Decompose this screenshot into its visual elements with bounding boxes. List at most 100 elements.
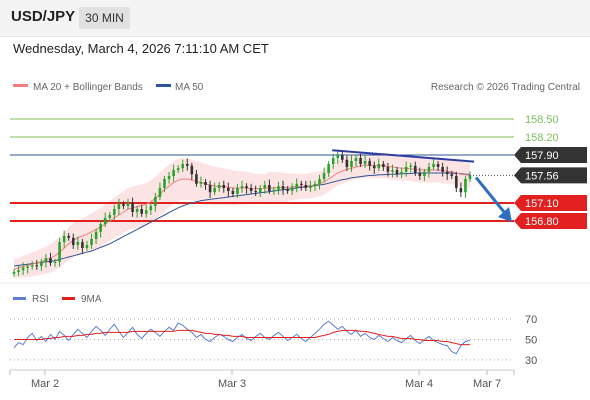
candle-body (327, 164, 330, 173)
candle-body (258, 188, 262, 193)
candle-body (126, 203, 130, 206)
candle-body (281, 186, 285, 190)
candle-body (181, 164, 185, 169)
candle-body (44, 258, 48, 262)
candle-body (386, 167, 390, 172)
candle-body (81, 242, 84, 248)
trendline (332, 149, 475, 163)
candle-body (409, 165, 413, 167)
candle-body (176, 168, 180, 170)
candle-body (459, 188, 463, 193)
candle-body (286, 189, 289, 191)
candle-body (199, 182, 203, 184)
candle-body (94, 231, 98, 239)
ma20-legend-swatch (13, 84, 28, 87)
candle-body (30, 265, 34, 267)
candle-body (231, 191, 235, 194)
candle-body (222, 185, 226, 188)
candle-body (441, 167, 444, 172)
candle-body (172, 170, 175, 176)
candle-body (135, 209, 139, 212)
candle-body (382, 164, 385, 167)
candle-body (117, 204, 121, 209)
candle-body (108, 215, 112, 218)
x-tick-label: Mar 2 (31, 378, 59, 390)
candle-body (217, 185, 221, 188)
level-tag-157-90 (514, 147, 587, 163)
candle-body (400, 171, 403, 175)
candle-body (158, 188, 162, 197)
candle-body (268, 185, 271, 191)
level-tag-157-10 (514, 195, 587, 211)
candle-body (290, 187, 294, 191)
candle-body (468, 175, 472, 179)
candle-body (140, 209, 143, 214)
candle-body (99, 224, 102, 232)
rsi-legend-label: RSI (32, 294, 49, 305)
candle-body (322, 173, 326, 179)
candle-body (304, 185, 308, 188)
candle-body (404, 167, 408, 172)
candle-body (90, 239, 93, 245)
candle-body (432, 164, 435, 167)
timeframe-selector[interactable]: 30 MIN (79, 7, 130, 29)
candle-body (213, 188, 216, 193)
header-bar: USD/JPY 30 MIN (0, 0, 590, 37)
current-price-tag (514, 167, 587, 184)
candle-body (17, 270, 20, 272)
candle-body (354, 158, 358, 161)
candle-body (113, 209, 116, 215)
candle-body (67, 236, 71, 238)
candle-body (455, 176, 458, 188)
candle-body (359, 158, 362, 164)
candle-body (418, 173, 422, 176)
candle-body (299, 183, 303, 185)
candle-body (35, 265, 39, 267)
rsi-ma-legend-label: 9MA (81, 294, 102, 305)
rsi-ma-legend-swatch (62, 297, 75, 300)
candle-body (62, 236, 66, 242)
candle-body (413, 165, 417, 173)
candle-body (272, 189, 276, 191)
candle-body (254, 191, 257, 193)
candle-body (331, 158, 335, 164)
candle-body (85, 245, 89, 248)
x-tick-label: Mar 4 (405, 378, 433, 390)
ma50-legend-swatch (156, 84, 171, 87)
candle-body (368, 161, 371, 166)
candle-body (450, 174, 454, 176)
candle-body (208, 185, 212, 193)
candle-body (277, 186, 280, 190)
candle-body (395, 170, 399, 175)
candle-body (58, 242, 61, 262)
candle-body (163, 179, 166, 188)
ma50-line (13, 172, 470, 267)
candle-body (464, 179, 467, 193)
level-label-157-90: 157.90 (525, 150, 559, 162)
candle-body (122, 204, 125, 206)
candle-body (245, 186, 248, 188)
candle-body (318, 179, 321, 184)
rsi-tick-70: 70 (525, 314, 537, 326)
candle-body (345, 159, 349, 167)
candle-body (21, 267, 25, 271)
candle-body (103, 218, 107, 224)
candle-body (190, 165, 194, 175)
candle-body (445, 171, 449, 175)
level-tag-156-80 (514, 213, 587, 229)
ma20-legend-label: MA 20 + Bollinger Bands (33, 82, 143, 93)
candle-body (12, 272, 16, 274)
candle-body (76, 242, 80, 245)
source-credit: Research © 2026 Trading Central (431, 82, 580, 93)
candle-body (336, 155, 340, 158)
forecast-arrow-shaft (474, 176, 506, 213)
candle-body (26, 266, 29, 268)
candle-body (391, 170, 394, 172)
candle-body (309, 186, 312, 188)
candle-body (423, 171, 426, 176)
candle-body (249, 188, 253, 191)
x-tick-label: Mar 3 (218, 378, 246, 390)
candle-body (363, 161, 367, 164)
level-label-158-50: 158.50 (525, 114, 559, 126)
